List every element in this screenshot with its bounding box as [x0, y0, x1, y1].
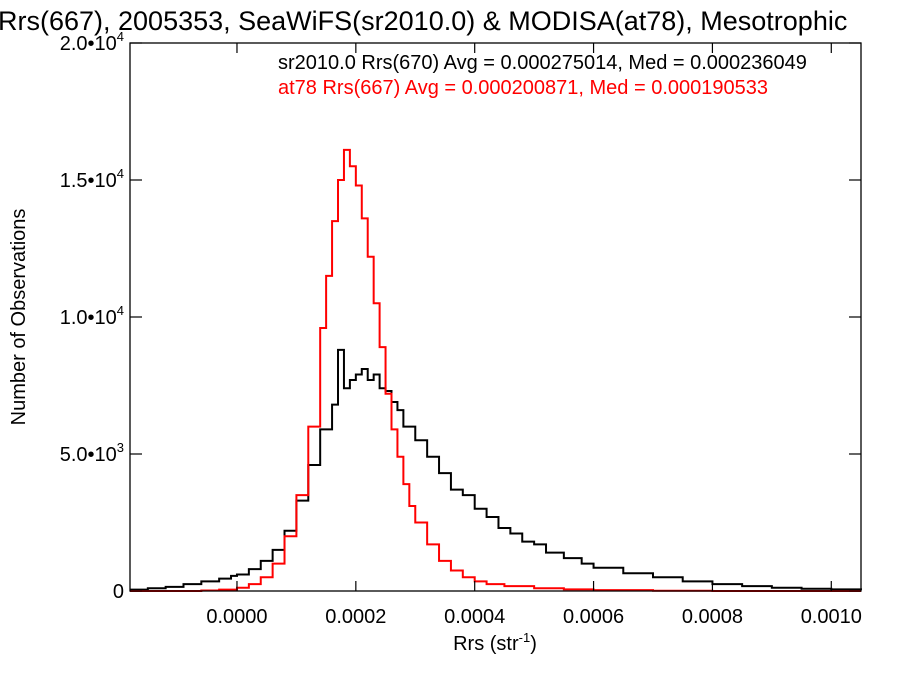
y-tick-label: 1.0•104 [60, 303, 124, 329]
annotation-sr2010: sr2010.0 Rrs(670) Avg = 0.000275014, Med… [278, 52, 807, 74]
y-tick-label: 1.5•104 [60, 166, 124, 192]
x-tick-label: 0.0006 [563, 606, 624, 628]
x-tick-label: 0.0004 [444, 606, 505, 628]
series-line-at78 [130, 148, 861, 592]
series-line-sr2010 [130, 348, 862, 591]
series-layer [130, 148, 862, 592]
x-axis-ticks: 0.0000 0.0002 0.0004 0.0006 0.0008 0.0010 [206, 43, 862, 628]
x-tick-label: 0.0000 [206, 606, 267, 628]
x-tick-label: 0.0010 [801, 606, 862, 628]
x-axis-label: Rrs (str-1) [453, 630, 537, 655]
y-axis-label: Number of Observations [8, 209, 30, 426]
plot-frame [129, 42, 862, 592]
y-tick-label: 0 [113, 581, 124, 603]
y-tick-label: 2.0•104 [60, 29, 124, 55]
annotation-at78: at78 Rrs(667) Avg = 0.000200871, Med = 0… [278, 77, 768, 99]
x-tick-label: 0.0008 [682, 606, 743, 628]
chart-title: Rrs(667), 2005353, SeaWiFS(sr2010.0) & M… [0, 6, 847, 36]
y-axis-ticks: 0 5.0•103 1.0•104 1.5•104 2.0•104 [60, 29, 861, 603]
x-tick-label: 0.0002 [325, 606, 386, 628]
y-tick-label: 5.0•103 [60, 440, 124, 466]
